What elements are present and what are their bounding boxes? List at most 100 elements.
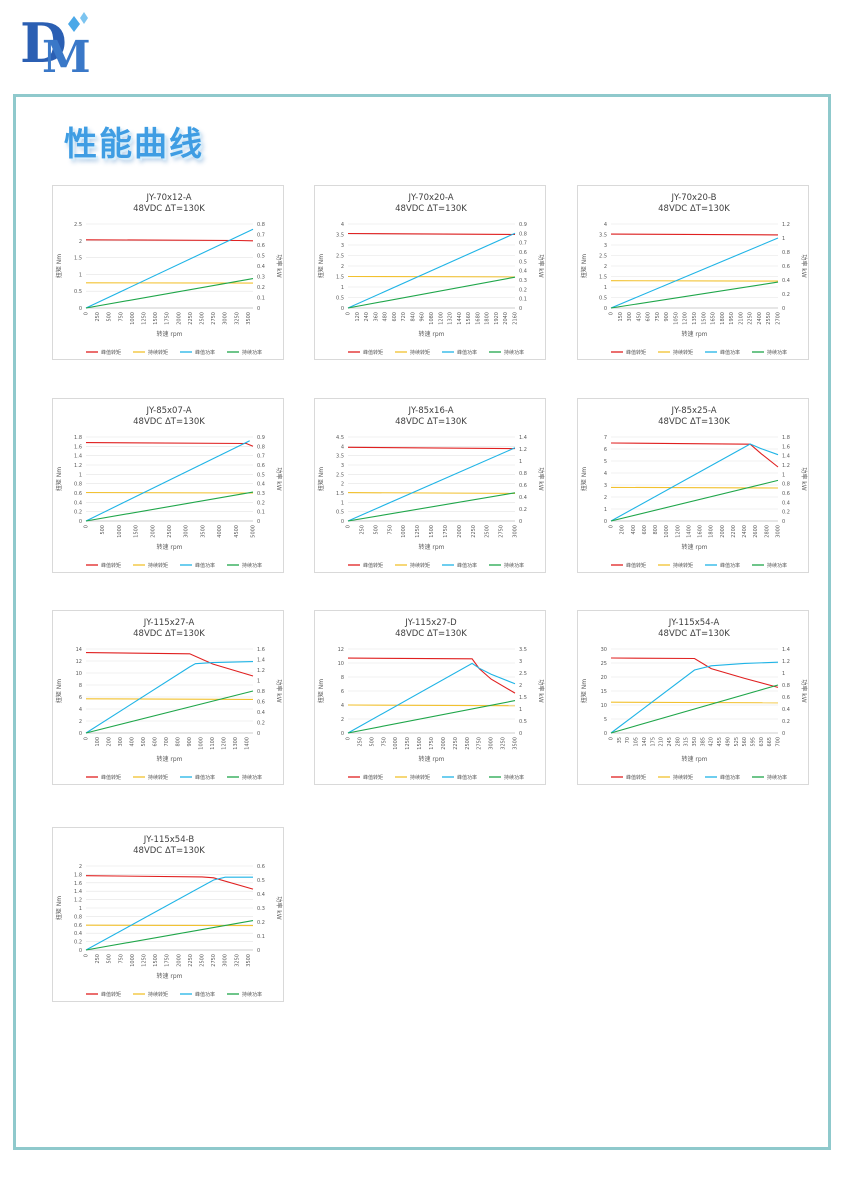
x-tick-label: 665 [767,737,773,747]
legend-label: 峰值转矩 [363,562,383,569]
legend-label: 持续功率 [504,774,524,781]
y-tick-label: 1 [341,500,344,506]
legend-label: 峰值功率 [195,562,215,569]
y-axis-label: 扭矩 Nm [55,896,63,920]
y2-tick-label: 0.1 [519,297,527,303]
y-tick-label: 0.8 [74,914,82,920]
x-tick-label: 0 [84,525,90,528]
x-axis-label: 转速 rpm [418,330,444,338]
x-tick-label: 0 [609,312,615,315]
y-tick-label: 10 [338,661,344,667]
x-tick-label: 500 [100,525,106,535]
series-line [85,228,254,309]
series-line [85,491,254,522]
x-tick-label: 560 [742,737,748,747]
x-tick-label: 1350 [692,312,698,325]
chart-card-9: JY-115x54-A 48VDC ΔT=130K 0 5 10 15 20 25 30 0 0.2… [577,610,809,785]
x-tick-label: 250 [359,525,365,535]
x-tick-label: 240 [364,312,370,322]
x-tick-label: 450 [636,312,642,322]
y2-tick-label: 0.2 [782,292,790,298]
x-tick-label: 2400 [742,525,748,538]
x-tick-label: 1750 [429,737,435,750]
chart-card-7: JY-115x27-A 48VDC ΔT=130K 0 2 4 6 8 10 12 14 0 0.2 0… [52,610,284,785]
chart-title: JY-115x27-D [404,618,457,628]
y-tick-label: 2 [604,495,607,501]
x-tick-label: 3500 [200,525,206,538]
x-tick-label: 1000 [401,525,407,538]
x-tick-label: 2500 [199,954,205,967]
series-line [347,657,516,694]
x-tick-label: 750 [381,737,387,747]
x-tick-label: 3000 [223,312,229,325]
x-tick-label: 3000 [513,525,519,538]
series-line [85,698,254,700]
svg-text:M: M [42,32,91,76]
y-tick-label: 25 [601,661,607,667]
chart-title: JY-85x16-A [407,406,453,416]
y-tick-label: 1.5 [336,275,344,281]
y2-tick-label: 0.5 [519,259,527,265]
y2-tick-label: 0.7 [519,241,527,247]
y-tick-label: 5 [604,459,607,465]
x-tick-label: 800 [653,525,659,535]
x-tick-label: 2000 [457,525,463,538]
y-tick-label: 0 [341,519,344,525]
y-tick-label: 1.2 [74,463,82,469]
y-tick-label: 5 [604,717,607,723]
x-tick-label: 2600 [753,525,759,538]
x-tick-label: 1000 [199,737,205,750]
y2-tick-label: 0.8 [782,250,790,256]
y2-tick-label: 1.2 [782,659,790,665]
x-tick-label: 175 [650,737,656,747]
y-tick-label: 15 [601,689,607,695]
company-logo: D M [18,10,92,83]
x-tick-label: 1920 [494,312,500,325]
y2-tick-label: 0.3 [257,491,265,497]
x-tick-label: 2750 [477,737,483,750]
chart-subtitle: 48VDC ΔT=130K [395,629,467,639]
y2-tick-label: 0.2 [782,510,790,516]
y-tick-label: 1.8 [74,435,82,441]
y2-axis-label: 功率 kW [800,467,808,490]
series-line [85,491,254,494]
y2-tick-label: 0.2 [519,507,527,513]
series-line [347,276,516,309]
x-tick-label: 1500 [417,737,423,750]
series-line [85,690,254,734]
series-line [85,652,254,677]
x-tick-label: 0 [84,737,90,740]
x-tick-label: 595 [750,737,756,747]
y-tick-label: 6 [79,695,82,701]
y-tick-label: 14 [76,647,82,653]
y2-tick-label: 1 [257,679,260,685]
x-tick-label: 250 [357,737,363,747]
y-tick-label: 0.5 [336,510,344,516]
x-tick-label: 1300 [233,737,239,750]
y-tick-label: 3.5 [336,454,344,460]
y-tick-label: 2 [79,239,82,245]
y-tick-label: 0.2 [74,940,82,946]
y2-tick-label: 0.3 [257,275,265,281]
legend-label: 持续转矩 [148,991,168,998]
x-tick-label: 2250 [748,312,754,325]
y2-tick-label: 1.6 [257,647,265,653]
y-tick-label: 0 [79,948,82,954]
x-tick-label: 2000 [720,525,726,538]
x-axis-label: 转速 rpm [681,330,707,338]
y-tick-label: 0.6 [74,491,82,497]
x-tick-label: 2550 [766,312,772,325]
chart-title: JY-70x20-B [670,193,716,203]
y2-tick-label: 0.6 [782,695,790,701]
series-line [85,875,254,890]
x-tick-label: 1500 [153,954,159,967]
x-tick-label: 1200 [438,312,444,325]
legend-label: 持续功率 [767,774,787,781]
page-heading: 性能曲线 [64,124,204,163]
chart-subtitle: 48VDC ΔT=130K [658,629,730,639]
y-tick-label: 1 [604,507,607,513]
x-tick-label: 0 [346,737,352,740]
y2-tick-label: 0 [257,948,260,954]
x-tick-label: 140 [642,737,648,747]
